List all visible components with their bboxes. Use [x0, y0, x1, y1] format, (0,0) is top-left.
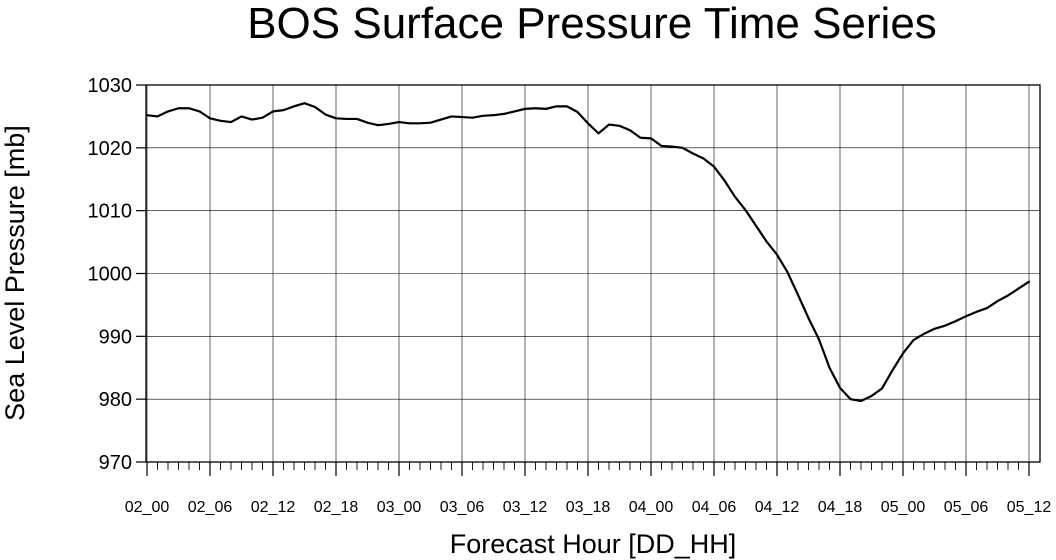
y-tick-label: 1010 — [88, 201, 133, 223]
x-tick-label: 02_18 — [314, 499, 359, 516]
plot-frame — [145, 84, 1041, 463]
major-ticks — [136, 84, 1030, 476]
y-tick-label: 1030 — [88, 75, 133, 97]
x-axis-label: Forecast Hour [DD_HH] — [450, 529, 737, 559]
y-tick-label: 990 — [99, 326, 132, 348]
x-tick-label: 04_00 — [629, 499, 674, 516]
y-axis-label: Sea Level Pressure [mb] — [0, 125, 30, 421]
minor-ticks — [157, 462, 1019, 470]
x-tick-label: 02_06 — [188, 499, 233, 516]
series-line-sea-level-pressure — [145, 102, 1031, 403]
y-tick-label: 1000 — [88, 264, 133, 286]
y-tick-labels: 970 980 990 1000 1010 1020 1030 — [88, 75, 133, 474]
x-tick-label: 02_12 — [251, 499, 296, 516]
chart-title: BOS Surface Pressure Time Series — [247, 0, 937, 48]
y-tick-label: 1020 — [88, 138, 133, 160]
x-tick-label: 05_12 — [1007, 499, 1052, 516]
x-tick-label: 03_06 — [440, 499, 485, 516]
x-tick-label: 03_00 — [377, 499, 422, 516]
x-tick-label: 05_00 — [881, 499, 926, 516]
x-tick-label: 04_06 — [692, 499, 737, 516]
x-tick-label: 03_12 — [503, 499, 548, 516]
grid-lines — [146, 85, 1040, 462]
x-tick-label: 04_12 — [755, 499, 800, 516]
x-tick-label: 04_18 — [818, 499, 863, 516]
y-tick-label: 980 — [99, 389, 132, 411]
x-tick-labels: 02_00 02_06 02_12 02_18 03_00 03_06 03_12 03_18… — [125, 499, 1052, 516]
x-tick-label: 02_00 — [125, 499, 170, 516]
x-tick-label: 03_18 — [566, 499, 611, 516]
x-tick-label: 05_06 — [944, 499, 989, 516]
y-tick-label: 970 — [99, 452, 132, 474]
